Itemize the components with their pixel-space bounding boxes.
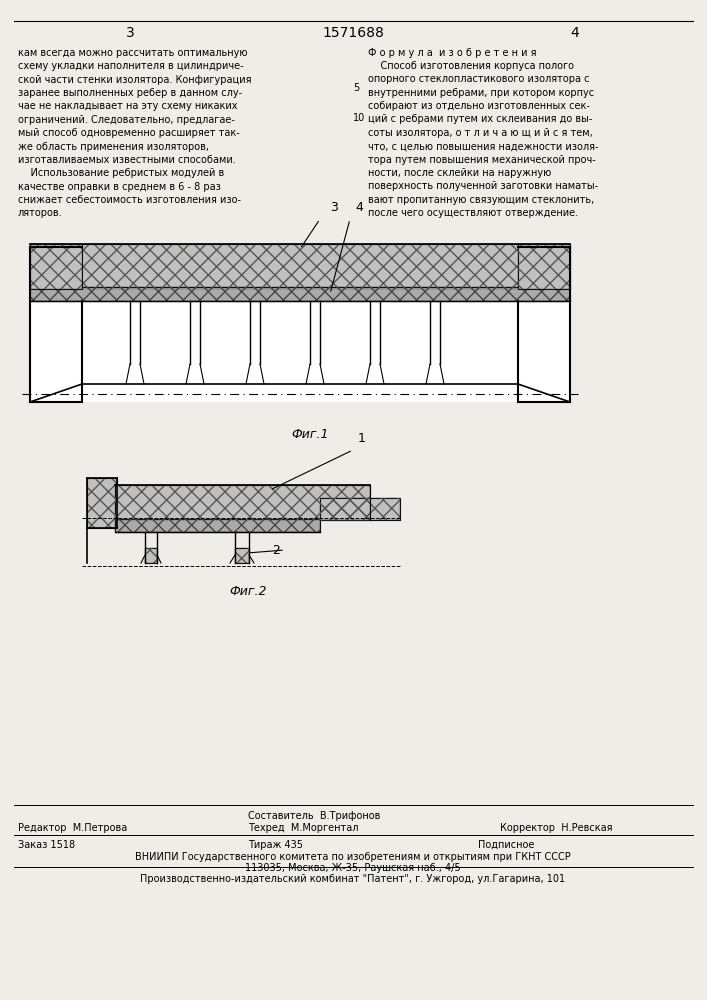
Bar — [30, 287, 570, 301]
Text: Подписное: Подписное — [478, 840, 534, 850]
Text: 3: 3 — [126, 26, 134, 40]
Bar — [235, 548, 249, 563]
Bar — [518, 244, 570, 289]
Bar — [145, 548, 157, 563]
Text: 1: 1 — [358, 432, 366, 445]
Text: 10: 10 — [353, 113, 366, 123]
Text: Способ изготовления корпуса полого
опорного стеклопластикового изолятора с
внутр: Способ изготовления корпуса полого опорн… — [368, 61, 599, 218]
Text: 113035, Москва, Ж-35, Раушская наб., 4/5: 113035, Москва, Ж-35, Раушская наб., 4/5 — [245, 863, 461, 873]
Text: 3: 3 — [330, 201, 338, 214]
Bar — [30, 244, 570, 289]
Text: Редактор  М.Петрова: Редактор М.Петрова — [18, 823, 127, 833]
Text: Фиг.2: Фиг.2 — [229, 585, 267, 598]
Text: Составитель  В.Трифонов: Составитель В.Трифонов — [248, 811, 380, 821]
Bar — [115, 485, 370, 520]
Text: 2: 2 — [272, 544, 280, 556]
Text: ВНИИПИ Государственного комитета по изобретениям и открытиям при ГКНТ СССР: ВНИИПИ Государственного комитета по изоб… — [135, 852, 571, 862]
Bar — [115, 519, 320, 532]
Bar — [30, 244, 570, 289]
Bar — [115, 485, 370, 520]
Bar — [87, 478, 117, 528]
Text: Техред  М.Моргентал: Техред М.Моргентал — [248, 823, 358, 833]
Text: 1571688: 1571688 — [322, 26, 384, 40]
Bar — [30, 247, 570, 402]
Text: 4: 4 — [571, 26, 579, 40]
Text: Ф о р м у л а  и з о б р е т е н и я: Ф о р м у л а и з о б р е т е н и я — [368, 48, 537, 58]
Bar — [30, 244, 82, 289]
Bar — [518, 244, 570, 289]
Text: Заказ 1518: Заказ 1518 — [18, 840, 75, 850]
Text: 4: 4 — [355, 201, 363, 214]
Bar — [30, 244, 82, 289]
Bar — [30, 287, 570, 301]
Text: 5: 5 — [353, 83, 359, 93]
Text: Фиг.1: Фиг.1 — [291, 428, 329, 441]
Bar — [115, 519, 320, 532]
Text: Тираж 435: Тираж 435 — [248, 840, 303, 850]
Bar — [235, 548, 249, 563]
Bar — [87, 478, 117, 528]
Text: кам всегда можно рассчитать оптимальную
схему укладки наполнителя в цилиндриче-
: кам всегда можно рассчитать оптимальную … — [18, 48, 252, 218]
Text: Корректор  Н.Ревская: Корректор Н.Ревская — [500, 823, 612, 833]
Bar — [145, 548, 157, 563]
Bar — [320, 498, 400, 520]
Bar — [320, 498, 400, 520]
Text: Производственно-издательский комбинат "Патент", г. Ужгород, ул.Гагарина, 101: Производственно-издательский комбинат "П… — [141, 874, 566, 884]
